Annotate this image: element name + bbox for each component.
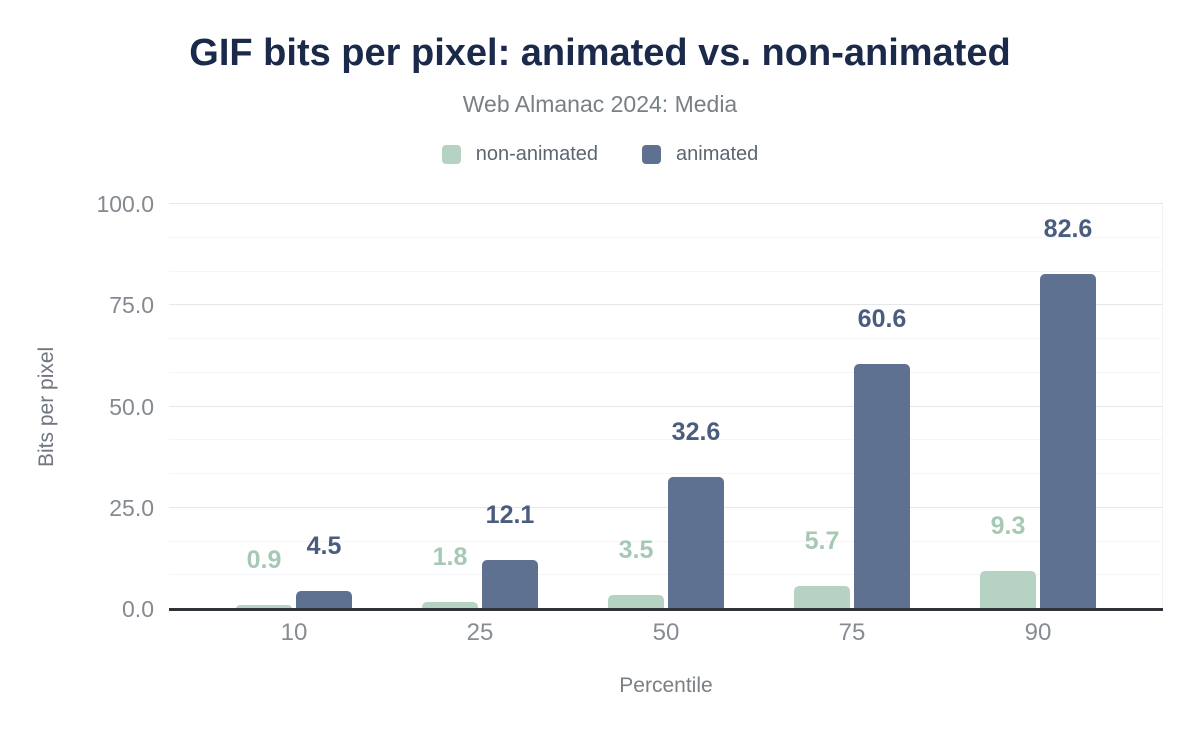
legend-label: non-animated	[475, 143, 599, 165]
plot-area: 0.0 25.0 50.0 75.0 100.0 0.9 4.5 10 1.8 12.1 25 3.5…	[96, 192, 1163, 646]
value-label-animated-p90: 82.6	[1043, 215, 1093, 244]
gridline-minor	[169, 338, 1163, 339]
legend-item-animated: animated	[642, 143, 758, 166]
bar-non-animated-p90: 9.3	[980, 512, 1036, 609]
x-axis-title: Percentile	[619, 674, 713, 697]
chart-title: GIF bits per pixel: animated vs. non-ani…	[189, 32, 1011, 74]
value-label-animated-p50: 32.6	[671, 417, 721, 446]
bar-group-p50: 3.5 32.6 50	[573, 204, 759, 646]
bar-non-animated-p10: 0.9	[236, 546, 292, 609]
bar-animated-p25: 12.1	[482, 501, 538, 609]
value-label-animated-p25: 12.1	[485, 501, 535, 529]
y-axis-title: Bits per pixel	[35, 346, 58, 467]
gridline-minor	[169, 473, 1163, 474]
bar-non-animated-p25: 1.8	[422, 543, 478, 609]
value-label-animated-p75: 60.6	[857, 304, 907, 333]
x-tick-50: 50	[652, 619, 680, 646]
gridline-minor	[169, 270, 1163, 272]
bar-group-p90: 9.3 82.6 90	[945, 204, 1131, 646]
legend-swatch-non-animated	[441, 145, 461, 164]
y-tick-0.0: 0.0	[122, 596, 154, 622]
y-tick-25.0: 25.0	[109, 494, 154, 521]
value-label-non-animated-p50: 3.5	[618, 535, 654, 564]
bar-group-p75: 5.7 60.6 75	[759, 204, 945, 646]
value-label-animated-p10: 4.5	[306, 531, 342, 560]
gridline-major	[169, 506, 1163, 508]
gridline-major	[169, 304, 1163, 306]
chart-subtitle: Web Almanac 2024: Media	[462, 91, 738, 117]
bar-animated-p75: 60.6	[854, 305, 910, 609]
bar-non-animated-p75: 5.7	[794, 527, 850, 609]
gridline-minor	[169, 236, 1163, 238]
gridline-minor	[169, 574, 1163, 576]
bar-group-p10: 0.9 4.5 10	[201, 204, 387, 646]
x-tick-90: 90	[1024, 619, 1052, 646]
gridline-major	[169, 203, 1163, 204]
plot-right-edge	[1162, 204, 1163, 609]
x-axis-line	[169, 608, 1163, 611]
x-tick-75: 75	[838, 619, 866, 646]
value-label-non-animated-p25: 1.8	[432, 542, 468, 571]
bar-animated-p50: 32.6	[668, 418, 724, 609]
gridline-minor	[169, 371, 1163, 373]
bar-animated-p10: 4.5	[296, 532, 352, 609]
x-tick-10: 10	[280, 619, 308, 646]
legend-label: animated	[676, 143, 759, 165]
bar-group-p25: 1.8 12.1 25	[387, 204, 573, 646]
value-label-non-animated-p75: 5.7	[804, 526, 840, 555]
legend-swatch-animated	[642, 145, 662, 164]
x-tick-25: 25	[466, 619, 494, 646]
gridline-minor	[169, 540, 1163, 542]
bar-non-animated-p50: 3.5	[608, 536, 664, 609]
value-label-non-animated-p90: 9.3	[990, 512, 1026, 541]
legend: non-animated animated	[0, 143, 1200, 166]
y-tick-50.0: 50.0	[109, 393, 154, 420]
gridline-major	[169, 405, 1163, 407]
legend-item-non-animated: non-animated	[441, 143, 599, 166]
bar-animated-p90: 82.6	[1040, 215, 1096, 609]
y-tick-100.0: 100.0	[96, 191, 154, 217]
y-tick-75.0: 75.0	[109, 292, 154, 319]
gridline-minor	[169, 439, 1163, 441]
value-label-non-animated-p10: 0.9	[246, 546, 282, 575]
